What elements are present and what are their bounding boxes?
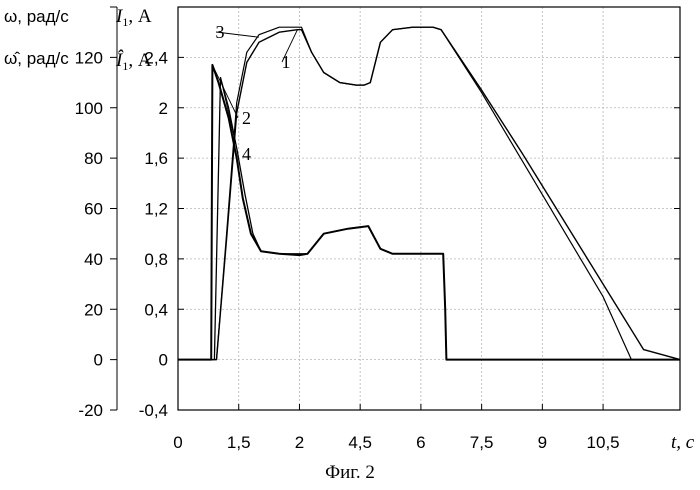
axis-ticks: -20-0,400200,4400,8601,2801,610021202,40…	[75, 7, 680, 452]
y-tick-label-omega: 0	[94, 351, 103, 370]
callout-leader	[212, 65, 238, 118]
x-tick-label: 6	[416, 433, 425, 452]
y-tick-label-current: -0,4	[139, 401, 168, 420]
series-line-4	[178, 78, 680, 360]
y-tick-label-omega: 40	[84, 250, 103, 269]
y-tick-label-current: 1,6	[144, 149, 168, 168]
callout-label: 4	[242, 144, 251, 164]
figure-caption: Фиг. 2	[325, 462, 375, 483]
x-tick-label: 10,5	[587, 433, 620, 452]
series-layer	[178, 27, 680, 359]
series-line-1	[178, 27, 680, 359]
x-axis-label: t, с	[671, 432, 695, 453]
x-tick-label: 0	[173, 433, 182, 452]
y-tick-label-omega: 100	[75, 99, 103, 118]
x-tick-label: 2	[295, 433, 304, 452]
y-tick-label-omega: 120	[75, 48, 103, 67]
x-tick-label: 4,5	[348, 433, 372, 452]
current-hat-unit: , А	[128, 50, 152, 71]
y-tick-label-current: 0	[159, 351, 168, 370]
y-axis-label-current-hat: Î1, А	[115, 49, 152, 73]
series-line-2	[178, 65, 680, 360]
y-tick-label-current: 0,4	[144, 300, 168, 319]
y-tick-label-current: 1,2	[144, 200, 168, 219]
grid	[178, 7, 680, 410]
x-tick-label: 7,5	[470, 433, 494, 452]
y-tick-label-omega: 80	[84, 149, 103, 168]
y-axis-label-omega-hat: ω̂, рад/с	[4, 49, 69, 68]
y-tick-label-current: 2	[159, 99, 168, 118]
y-axis-label-omega: ω, рад/с	[4, 7, 69, 26]
y-tick-label-current: 0,8	[144, 250, 168, 269]
x-tick-label: 1,5	[227, 433, 251, 452]
y-axis-label-current: I1, А	[115, 6, 152, 29]
callout-label: 3	[216, 22, 225, 42]
callout-label: 2	[242, 108, 251, 128]
current-unit: , А	[128, 6, 152, 27]
y-tick-label-omega: 60	[84, 200, 103, 219]
series-line-3	[178, 27, 680, 359]
y-tick-label-omega: 20	[84, 300, 103, 319]
x-tick-label: 9	[538, 433, 547, 452]
plot-area-frame	[178, 7, 680, 410]
y-tick-label-omega: -20	[78, 401, 103, 420]
callout-label: 1	[282, 52, 291, 72]
